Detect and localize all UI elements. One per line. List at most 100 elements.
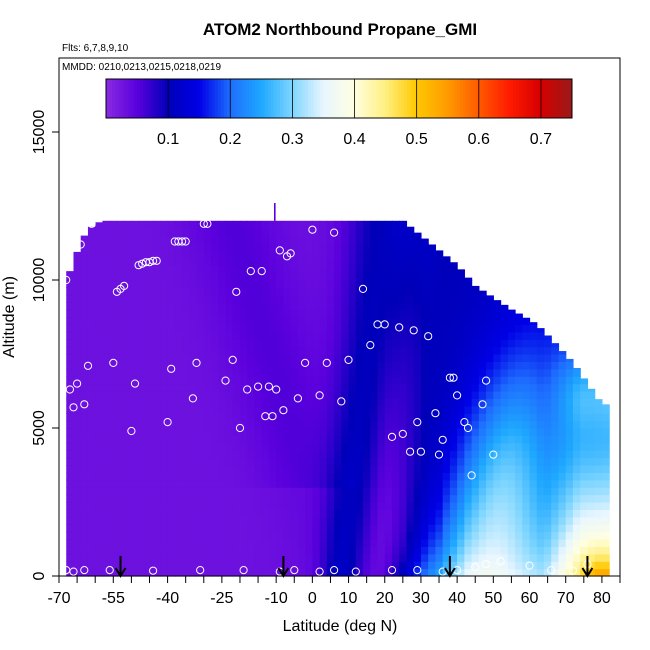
field-cell xyxy=(522,502,531,510)
field-cell xyxy=(551,509,560,518)
field-cell xyxy=(189,272,198,281)
field-cell xyxy=(326,405,335,414)
field-cell xyxy=(102,272,111,281)
field-cell xyxy=(334,280,342,288)
field-cell xyxy=(449,487,458,496)
field-cell xyxy=(305,561,313,570)
field-cell xyxy=(66,553,75,562)
field-cell xyxy=(413,405,422,414)
field-cell xyxy=(182,383,190,392)
field-cell xyxy=(355,383,364,392)
field-cell xyxy=(145,354,154,362)
field-cell xyxy=(486,302,494,311)
field-cell xyxy=(189,435,198,444)
field-cell xyxy=(174,524,183,533)
field-cell xyxy=(297,302,306,311)
field-cell xyxy=(522,420,531,429)
field-cell xyxy=(471,331,480,340)
field-cell xyxy=(406,487,415,496)
field-cell xyxy=(515,502,523,510)
field-cell xyxy=(297,272,306,281)
field-cell xyxy=(384,383,393,392)
field-cell xyxy=(442,309,451,318)
field-cell xyxy=(138,228,147,237)
field-cell xyxy=(377,354,386,362)
field-cell xyxy=(449,568,458,577)
field-cell xyxy=(290,546,299,555)
field-cell xyxy=(305,317,313,325)
field-cell xyxy=(341,309,350,318)
field-cell xyxy=(211,302,219,311)
field-cell xyxy=(507,428,516,436)
track-point xyxy=(330,228,339,237)
field-cell xyxy=(174,354,183,362)
colorbar-slice xyxy=(121,79,126,118)
field-cell xyxy=(145,280,154,288)
field-cell xyxy=(160,228,169,237)
field-cell xyxy=(305,331,313,340)
field-cell xyxy=(160,494,169,503)
track-point xyxy=(80,400,89,409)
colorbar-slice xyxy=(401,79,405,118)
field-cell xyxy=(312,539,321,547)
field-cell xyxy=(297,472,306,481)
field-cell xyxy=(196,243,205,251)
field-cell xyxy=(478,502,487,510)
field-cell xyxy=(536,331,545,340)
field-cell xyxy=(305,524,313,533)
field-cell xyxy=(334,413,342,422)
field-cell xyxy=(406,516,415,525)
track-point xyxy=(322,358,331,367)
colorbar-slice xyxy=(311,79,315,118)
field-cell xyxy=(536,494,545,503)
field-cell xyxy=(80,257,89,266)
field-cell xyxy=(435,553,444,562)
field-cell xyxy=(225,516,234,525)
colorbar-slice xyxy=(488,79,492,118)
field-cell xyxy=(239,457,248,466)
field-cell xyxy=(355,561,364,570)
field-cell xyxy=(268,450,277,459)
field-cell xyxy=(102,531,111,540)
field-cell xyxy=(305,280,313,288)
field-cell xyxy=(261,413,270,422)
field-cell xyxy=(406,243,415,251)
field-cell xyxy=(276,472,284,481)
field-cell xyxy=(203,553,212,562)
field-cell xyxy=(232,561,241,570)
field-cell xyxy=(515,568,523,577)
field-cell xyxy=(413,435,422,444)
field-cell xyxy=(478,420,487,429)
field-cell xyxy=(515,317,523,325)
field-cell xyxy=(413,324,422,333)
field-cell xyxy=(515,457,523,466)
field-cell xyxy=(420,354,429,362)
field-cell xyxy=(174,502,183,510)
field-cell xyxy=(73,450,82,459)
colorbar-slice xyxy=(298,79,303,118)
field-cell xyxy=(326,428,335,436)
field-cell xyxy=(189,368,198,377)
field-cell xyxy=(543,354,552,362)
track-point xyxy=(293,394,302,403)
field-cell xyxy=(109,309,118,318)
field-cell xyxy=(196,450,205,459)
field-cell xyxy=(500,413,509,422)
field-cell xyxy=(182,398,190,407)
field-cell xyxy=(355,465,364,473)
field-cell xyxy=(145,250,154,259)
field-cell xyxy=(182,531,190,540)
field-cell xyxy=(283,420,292,429)
field-cell xyxy=(341,561,350,570)
field-cell xyxy=(95,509,104,518)
field-cell xyxy=(268,487,277,496)
field-cell xyxy=(413,494,422,503)
field-cell xyxy=(174,376,183,385)
field-cell xyxy=(348,235,357,244)
field-cell xyxy=(377,524,386,533)
field-cell xyxy=(558,524,567,533)
field-cell xyxy=(384,354,393,362)
field-cell xyxy=(124,450,132,459)
field-cell xyxy=(478,472,487,481)
field-cell xyxy=(153,428,161,436)
